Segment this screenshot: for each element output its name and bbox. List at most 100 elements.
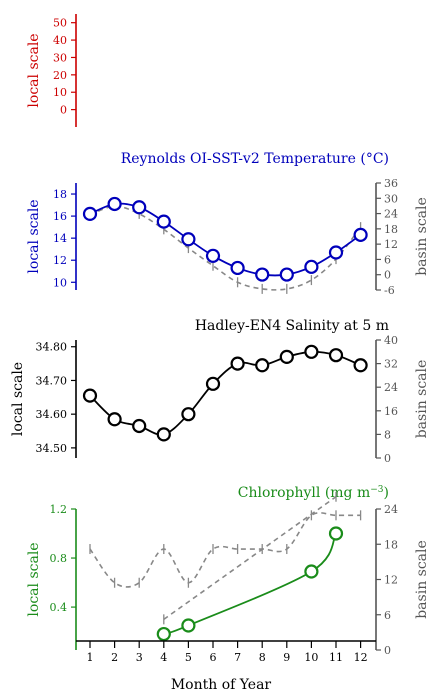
right-tick-label: 0 bbox=[384, 269, 391, 282]
local-data-point bbox=[107, 196, 122, 212]
local-data-point bbox=[230, 260, 245, 276]
local-data-point bbox=[132, 200, 147, 215]
left-tick-label: 30 bbox=[53, 51, 67, 64]
left-tick-label: 34.60 bbox=[36, 408, 68, 421]
local-data-point bbox=[82, 206, 98, 221]
local-data-point bbox=[328, 245, 344, 260]
right-tick-label: 12 bbox=[384, 238, 398, 251]
panel-empty: 0 10 20 30 40 50 local scale bbox=[26, 14, 77, 127]
left-tick-label: 34.50 bbox=[36, 442, 68, 455]
right-tick-label: 16 bbox=[384, 405, 398, 418]
right-tick-label: 18 bbox=[384, 538, 398, 551]
local-data-point bbox=[304, 344, 319, 359]
left-tick-label: 10 bbox=[53, 86, 67, 99]
local-data-point bbox=[181, 232, 196, 247]
left-tick-label: 14 bbox=[53, 232, 67, 245]
local-data-point bbox=[279, 349, 294, 364]
local-data-point bbox=[304, 259, 319, 274]
local-data-point bbox=[107, 412, 122, 427]
panel-temperature: Reynolds OI-SST-v2 Temperature (°C) 10 12 1… bbox=[26, 151, 430, 297]
x-tick-label: 1 bbox=[87, 651, 94, 664]
local-data-point bbox=[353, 227, 368, 242]
x-tick-label: 3 bbox=[136, 651, 143, 664]
local-data-point bbox=[82, 388, 98, 403]
local-data-point bbox=[304, 564, 319, 579]
left-axis-label: local scale bbox=[10, 362, 26, 436]
panel-title: Chlorophyll (mg m−3) bbox=[238, 485, 389, 501]
left-tick-label: 20 bbox=[53, 69, 67, 82]
right-tick-label: 32 bbox=[384, 358, 398, 371]
left-tick-label: 16 bbox=[53, 210, 67, 223]
local-data-point bbox=[230, 356, 245, 371]
left-tick-label: 18 bbox=[53, 188, 67, 201]
local-data-point bbox=[255, 358, 270, 373]
right-tick-label: 30 bbox=[384, 192, 398, 205]
left-tick-label: 50 bbox=[53, 17, 67, 30]
left-tick-label: 0.4 bbox=[50, 601, 68, 614]
local-series-line bbox=[89, 350, 361, 436]
left-tick-label: 1.2 bbox=[50, 503, 68, 516]
right-tick-label: 0 bbox=[384, 452, 391, 465]
right-tick-label: 12 bbox=[384, 574, 398, 587]
right-tick-label: 24 bbox=[384, 503, 398, 516]
x-tick-label: 10 bbox=[304, 651, 318, 664]
local-data-point bbox=[353, 358, 368, 373]
local-data-point bbox=[255, 267, 270, 282]
right-tick-label: 6 bbox=[384, 253, 391, 266]
local-data-point bbox=[181, 618, 196, 633]
x-tick-label: 2 bbox=[111, 651, 118, 664]
panel-chlorophyll: Chlorophyll (mg m−3) 0.4 0.8 1.2 local scale… bbox=[26, 485, 430, 657]
left-tick-label: 10 bbox=[53, 276, 67, 289]
left-axis-label: local scale bbox=[26, 542, 42, 616]
local-data-point bbox=[156, 427, 171, 442]
right-axis-label: basin scale bbox=[414, 360, 430, 439]
right-tick-label: 6 bbox=[384, 609, 391, 622]
left-axis-label: local scale bbox=[26, 33, 42, 107]
local-data-point bbox=[181, 407, 196, 422]
x-tick-label: 4 bbox=[160, 651, 167, 664]
basin-series-line bbox=[89, 512, 361, 588]
x-tick-label: 12 bbox=[354, 651, 368, 664]
local-data-point bbox=[205, 376, 221, 391]
local-data-point bbox=[279, 267, 294, 282]
left-tick-label: 0 bbox=[60, 104, 67, 117]
right-tick-label: 24 bbox=[384, 208, 398, 221]
left-axis-label: local scale bbox=[26, 199, 42, 273]
x-tick-label: 9 bbox=[283, 651, 290, 664]
right-tick-label: 36 bbox=[384, 177, 398, 190]
panel-salinity: Hadley-EN4 Salinity at 5 m 34.50 34.60 34.7… bbox=[10, 318, 430, 588]
right-tick-label: 24 bbox=[384, 381, 398, 394]
local-data-point bbox=[156, 626, 171, 642]
local-series-line bbox=[89, 202, 362, 277]
x-axis-label: Month of Year bbox=[171, 677, 272, 693]
local-data-point bbox=[156, 214, 171, 229]
left-tick-label: 34.70 bbox=[36, 374, 68, 387]
local-data-point bbox=[328, 526, 344, 541]
x-axis: 1 2 3 4 5 6 7 8 9 10 11 12 bbox=[76, 640, 376, 664]
right-tick-label: 40 bbox=[384, 334, 398, 347]
x-tick-label: 8 bbox=[259, 651, 266, 664]
left-tick-label: 0.8 bbox=[50, 552, 68, 565]
left-tick-label: 40 bbox=[53, 34, 67, 47]
basin-series-line bbox=[163, 496, 337, 621]
right-tick-label: 18 bbox=[384, 223, 398, 236]
left-tick-label: 34.80 bbox=[36, 341, 68, 354]
right-tick-label: 0 bbox=[384, 644, 391, 657]
right-tick-label: 8 bbox=[384, 428, 391, 441]
right-axis-label: basin scale bbox=[414, 197, 430, 276]
basin-series-line bbox=[89, 205, 362, 291]
x-tick-label: 11 bbox=[329, 651, 343, 664]
left-tick-label: 12 bbox=[53, 254, 67, 267]
right-tick-label: -6 bbox=[384, 284, 395, 297]
local-data-point bbox=[328, 348, 344, 363]
panel-title: Reynolds OI-SST-v2 Temperature (°C) bbox=[121, 151, 389, 167]
panel-title: Hadley-EN4 Salinity at 5 m bbox=[195, 318, 389, 334]
x-tick-label: 6 bbox=[210, 651, 217, 664]
x-tick-label: 7 bbox=[234, 651, 241, 664]
local-data-point bbox=[132, 418, 147, 434]
x-tick-label: 5 bbox=[185, 651, 192, 664]
right-axis-label: basin scale bbox=[414, 540, 430, 619]
local-data-point bbox=[205, 248, 221, 263]
